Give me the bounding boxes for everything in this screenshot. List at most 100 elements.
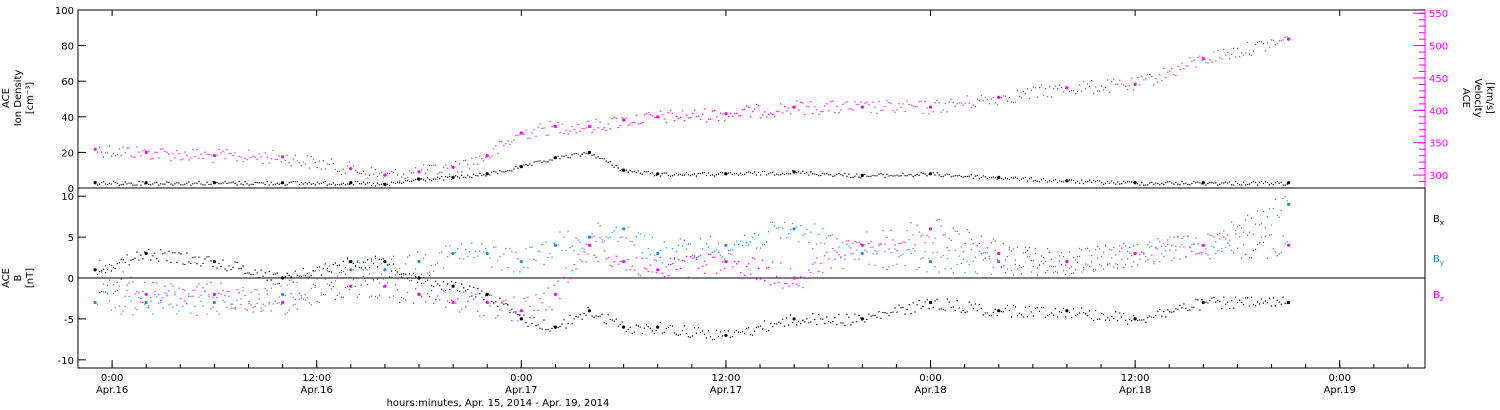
b-x-sample: [1117, 320, 1119, 322]
b-x-sample: [314, 270, 316, 272]
b-z-sample: [238, 292, 240, 294]
velocity-sample: [798, 109, 800, 111]
b-y-sample: [876, 250, 878, 252]
density-sample: [162, 183, 164, 185]
b-z-sample: [1181, 238, 1183, 240]
b-z-sample: [152, 282, 154, 284]
b-y-sample: [254, 288, 256, 291]
velocity-sample: [824, 105, 826, 107]
b-z-point: [144, 292, 148, 296]
b-y-sample: [354, 266, 356, 268]
b-z-sample: [272, 303, 274, 305]
b-y-sample: [272, 283, 274, 285]
velocity-sample: [603, 127, 605, 129]
b-z-sample: [736, 263, 738, 265]
density-sample: [705, 174, 708, 177]
density-sample: [1221, 182, 1223, 184]
b-z-sample: [820, 262, 822, 264]
density-sample: [142, 181, 144, 183]
b-y-sample: [509, 247, 511, 250]
b-z-point: [928, 227, 933, 231]
density-sample: [262, 182, 264, 184]
b-z-sample: [806, 277, 808, 279]
b-y-sample: [976, 273, 978, 275]
velocity-sample: [248, 149, 250, 151]
density-sample: [1153, 183, 1155, 185]
velocity-sample: [1111, 80, 1113, 82]
b-x-sample: [366, 259, 369, 261]
b-z-point: [587, 243, 592, 247]
b-y-sample: [116, 290, 118, 292]
b-y-sample: [583, 248, 585, 250]
b-y-sample: [992, 266, 994, 268]
velocity-sample: [362, 170, 364, 172]
density-sample: [421, 178, 423, 180]
density-sample: [541, 161, 543, 163]
density-sample: [874, 175, 876, 177]
b-x-sample: [575, 315, 577, 318]
b-z-sample: [1121, 247, 1123, 249]
time-tick-label: 12:00: [302, 373, 331, 384]
b-z-sample: [547, 287, 549, 289]
velocity-sample: [338, 170, 340, 172]
b-x-sample: [711, 339, 714, 341]
density-sample: [942, 175, 944, 177]
b-y-sample: [457, 248, 459, 250]
b-x-sample: [976, 310, 978, 312]
velocity-sample: [443, 166, 445, 168]
b-z-sample: [1231, 249, 1233, 251]
b-z-sample: [1161, 245, 1163, 247]
b-y-sample: [142, 290, 144, 292]
b-y-sample: [766, 241, 768, 243]
density-sample: [1191, 182, 1193, 185]
b-z-sample: [1143, 253, 1145, 255]
density-point: [622, 168, 626, 172]
velocity-sample: [441, 171, 443, 173]
density-sample: [1075, 182, 1077, 184]
density-sample: [651, 172, 653, 174]
density-sample: [575, 152, 577, 154]
b-x-sample: [252, 273, 254, 275]
b-x-sample: [168, 250, 170, 252]
b-z-sample: [595, 256, 597, 258]
b-x-sample: [962, 310, 964, 312]
b-y-sample: [348, 262, 350, 264]
density-sample: [689, 175, 691, 177]
b-y-sample: [844, 258, 846, 260]
b-y-sample: [1171, 259, 1173, 262]
b-x-sample: [1052, 314, 1055, 316]
b-y-sample: [709, 236, 712, 238]
density-sample: [808, 174, 810, 176]
velocity-sample: [1127, 88, 1129, 91]
b-y-sample: [481, 243, 483, 245]
b-z-sample: [659, 256, 661, 259]
b-x-sample: [603, 322, 605, 324]
b-y-sample: [988, 255, 990, 257]
velocity-sample: [786, 110, 788, 112]
b-x-sample: [790, 314, 792, 316]
b-y-sample: [559, 231, 561, 233]
b-x-sample: [332, 264, 334, 266]
b-y-sample: [667, 263, 669, 265]
b-x-sample: [461, 283, 463, 285]
b-y-sample: [248, 302, 250, 305]
b-y-sample: [894, 248, 896, 250]
velocity-sample: [645, 113, 647, 115]
velocity-sample: [858, 103, 860, 105]
b-z-sample: [1191, 251, 1193, 253]
b-x-sample: [798, 320, 800, 322]
b-y-sample: [541, 244, 543, 246]
b-y-sample: [148, 305, 150, 307]
density-sample: [936, 172, 938, 174]
velocity-sample: [882, 109, 884, 111]
b-z-sample: [1213, 236, 1215, 238]
density-sample: [780, 174, 782, 176]
b-z-sample: [216, 296, 218, 299]
velocity-sample: [651, 115, 653, 117]
b-y-sample: [493, 246, 495, 248]
b-z-sample: [884, 243, 886, 245]
velocity-sample: [120, 154, 122, 157]
velocity-sample: [972, 104, 974, 106]
b-x-sample: [431, 285, 433, 287]
density-sample: [916, 173, 918, 176]
